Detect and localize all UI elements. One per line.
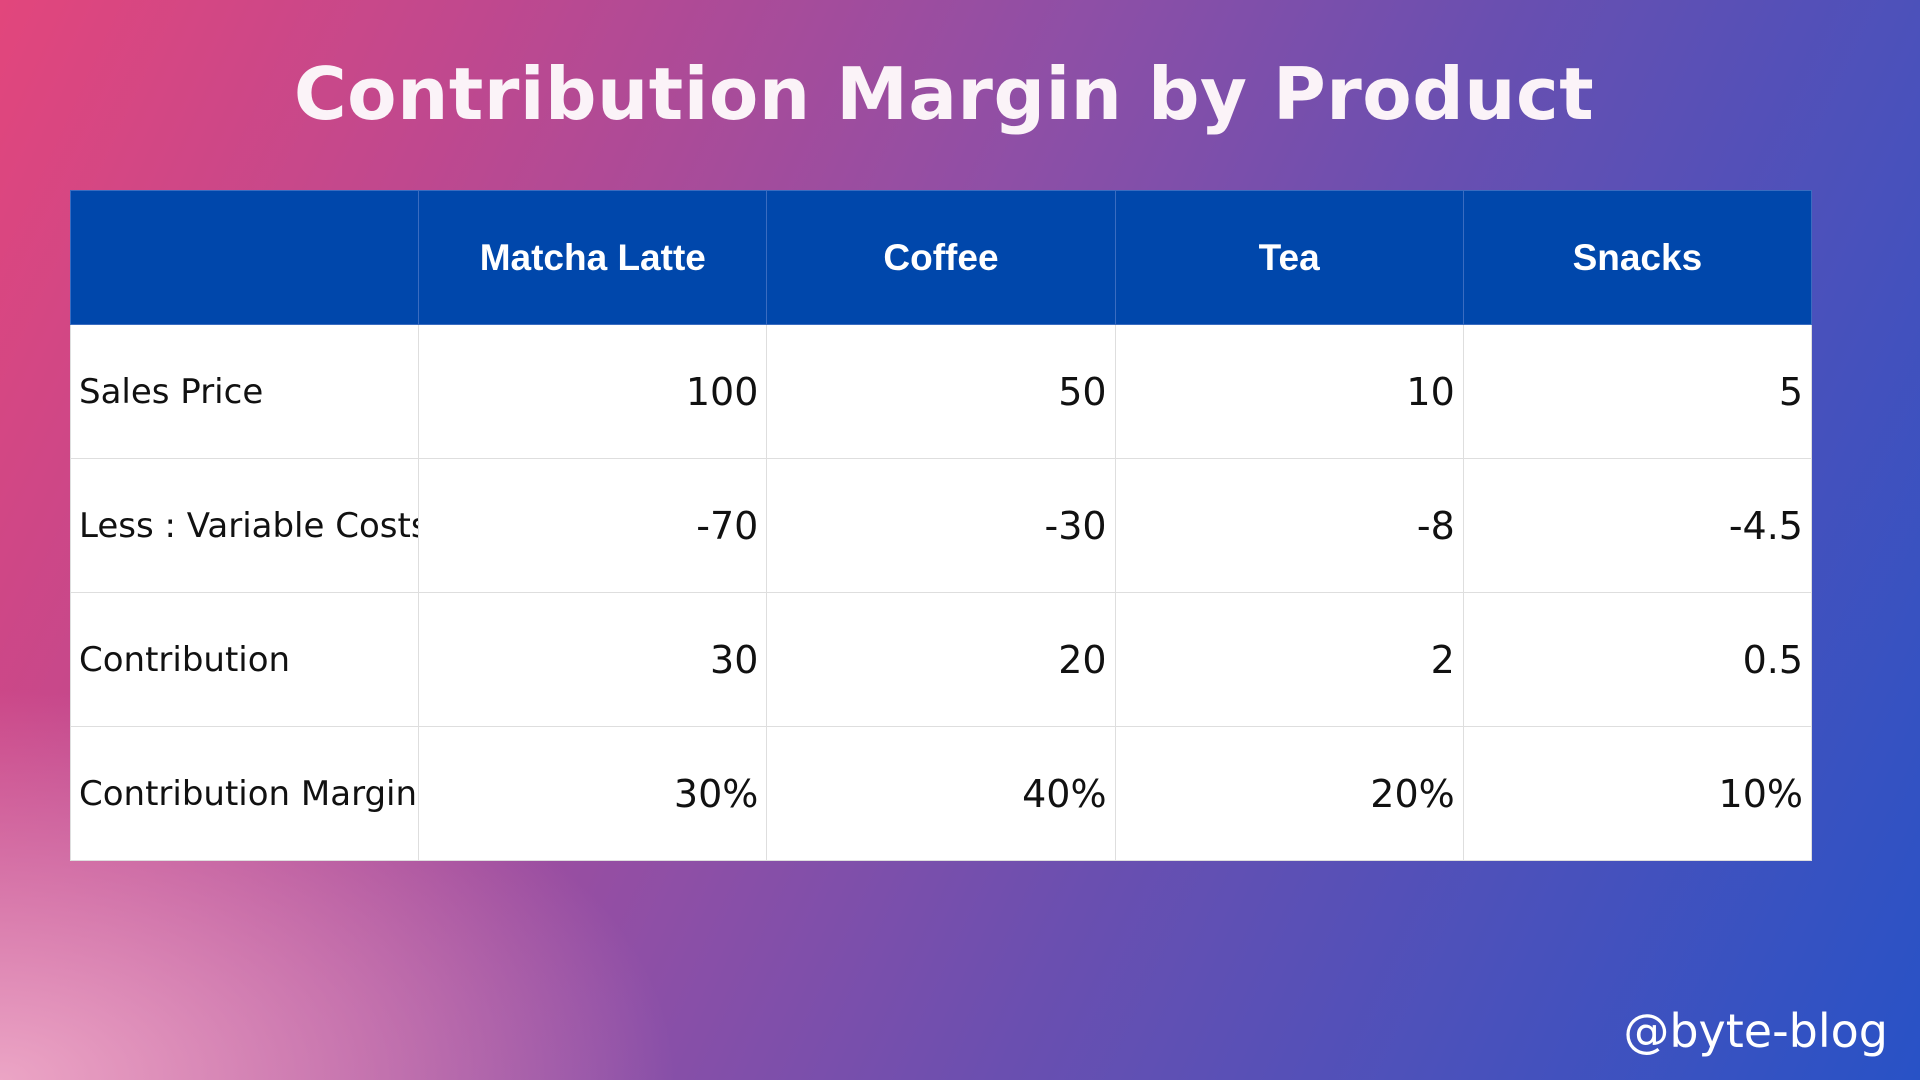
row-label: Contribution Margin — [69, 726, 420, 861]
header-corner-cell — [69, 190, 420, 325]
table-cell: -70 — [418, 458, 768, 593]
table-cell: 10% — [1462, 726, 1813, 861]
table-cell: 50 — [766, 324, 1116, 459]
column-header-matcha-latte: Matcha Latte — [418, 190, 768, 325]
page-title: Contribution Margin by Product — [293, 52, 1595, 136]
table-cell: -8 — [1114, 458, 1464, 593]
table-cell: 2 — [1114, 592, 1464, 727]
table-header-row: Matcha Latte Coffee Tea Snacks — [69, 190, 1813, 325]
column-header-tea: Tea — [1114, 190, 1464, 325]
table-cell: 20 — [766, 592, 1116, 727]
table-cell: 20% — [1114, 726, 1464, 861]
table-cell: 0.5 — [1462, 592, 1813, 727]
table-cell: 40% — [766, 726, 1116, 861]
row-label: Contribution — [69, 592, 420, 727]
table-cell: 30% — [418, 726, 768, 861]
table-cell: -30 — [766, 458, 1116, 593]
table-row-contribution-margin: Contribution Margin 30% 40% 20% 10% — [69, 726, 1813, 861]
table-cell: 10 — [1114, 324, 1464, 459]
table-row-sales-price: Sales Price 100 50 10 5 — [69, 324, 1813, 459]
table-cell: -4.5 — [1462, 458, 1813, 593]
row-label: Sales Price — [69, 324, 420, 459]
table-cell: 30 — [418, 592, 768, 727]
column-header-coffee: Coffee — [766, 190, 1116, 325]
table-cell: 100 — [418, 324, 768, 459]
column-header-snacks: Snacks — [1462, 190, 1813, 325]
watermark-handle: @byte-blog — [1623, 1004, 1888, 1058]
row-label: Less : Variable Costs — [69, 458, 420, 593]
contribution-margin-table: Matcha Latte Coffee Tea Snacks Sales Pri… — [69, 190, 1813, 861]
table-cell: 5 — [1462, 324, 1813, 459]
table-row-contribution: Contribution 30 20 2 0.5 — [69, 592, 1813, 727]
table-row-variable-costs: Less : Variable Costs -70 -30 -8 -4.5 — [69, 458, 1813, 593]
